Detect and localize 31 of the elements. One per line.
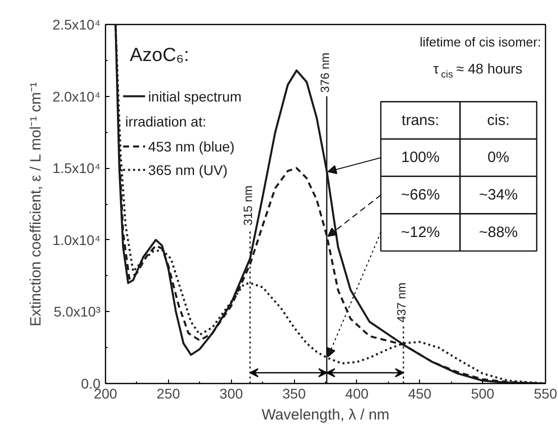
annotation: ~34%	[478, 186, 518, 204]
y-tick-label: 5.0x10³	[54, 304, 101, 320]
y-tick-label: 1.0x10⁴	[52, 232, 101, 248]
y-tick-label: 2.0x10⁴	[52, 88, 101, 104]
legend-label: 365 nm (UV)	[148, 162, 228, 178]
annotation: 0%	[488, 149, 510, 166]
ref-line-label: 315 nm	[241, 186, 256, 226]
x-tick-label: 350	[282, 386, 306, 402]
ref-line-label: 437 nm	[394, 282, 408, 322]
legend-label: 453 nm (blue)	[148, 138, 235, 155]
legend-title: AzoC₆:	[130, 44, 190, 66]
legend-label: initial spectrum	[148, 88, 242, 104]
x-tick-label: 300	[220, 386, 244, 402]
annotation: ~66%	[401, 186, 440, 204]
x-tick-label: 500	[470, 386, 495, 402]
annotation: ~88%	[478, 224, 518, 241]
annotation: 100%	[401, 149, 440, 166]
x-axis-title: Wavelength, λ / nm	[262, 406, 390, 424]
annotation: irradiation at:	[125, 113, 206, 130]
x-tick-label: 550	[534, 386, 558, 402]
x-tick-label: 250	[156, 386, 180, 402]
y-axis-title: Extinction coefficient, ε / L mol⁻¹ cm⁻¹	[27, 82, 44, 326]
annotation: trans:	[402, 112, 440, 129]
ref-line-label: 376 nm	[318, 52, 332, 93]
x-tick-label: 400	[345, 386, 369, 402]
y-tick-label: 1.5x10⁴	[52, 160, 101, 176]
annotation: cis:	[487, 112, 510, 129]
x-tick-label: 450	[408, 386, 432, 402]
annotation: ~12%	[401, 224, 440, 241]
annotation: lifetime of cis isomer:	[420, 34, 542, 50]
y-tick-label: 2.5x10⁴	[52, 16, 101, 32]
